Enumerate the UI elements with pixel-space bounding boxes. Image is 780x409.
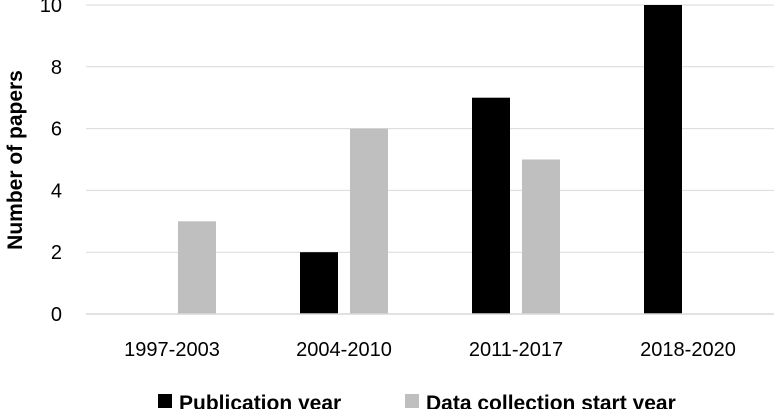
y-tick-label: 4 <box>51 180 62 202</box>
bar-publication-year <box>300 252 338 314</box>
y-tick-label: 0 <box>51 304 62 326</box>
y-tick-label: 8 <box>51 57 62 79</box>
x-tick-label: 2004-2010 <box>296 339 392 361</box>
legend-label: Data collection start year <box>426 392 676 409</box>
x-tick-label: 2011-2017 <box>469 339 563 361</box>
bar-data-collection-start-year <box>522 159 560 314</box>
bar-data-collection-start-year <box>350 128 388 314</box>
legend: Publication year Data collection start ye… <box>158 392 676 409</box>
legend-label: Publication year <box>179 392 341 409</box>
bar-publication-year <box>472 97 510 314</box>
x-tick-labels: 1997-2003 2004-2010 2011-2017 2018-2020 <box>124 339 736 361</box>
y-axis-title: Number of papers <box>4 70 27 250</box>
y-tick-label: 10 <box>40 0 62 17</box>
x-tick-label: 1997-2003 <box>124 339 220 361</box>
bar-publication-year <box>644 5 682 314</box>
y-tick-label: 2 <box>51 242 62 264</box>
bars <box>178 5 682 314</box>
y-tick-label: 6 <box>51 119 62 141</box>
y-tick-labels: 0 2 4 6 8 10 <box>40 0 62 326</box>
bar-data-collection-start-year <box>178 221 216 314</box>
x-tick-label: 2018-2020 <box>640 339 736 361</box>
legend-swatch <box>158 394 172 408</box>
legend-swatch <box>405 394 419 408</box>
